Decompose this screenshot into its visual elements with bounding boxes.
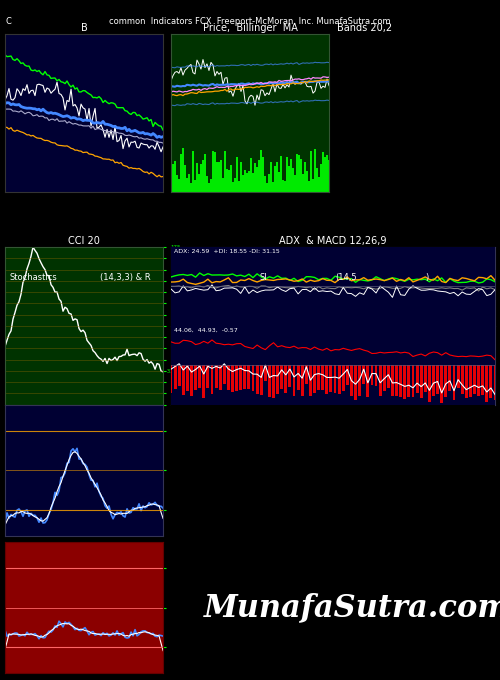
Text: ): ) (425, 273, 428, 282)
Bar (186, 177, 188, 192)
Bar (178, 179, 180, 192)
Bar (312, 179, 314, 192)
Bar (240, 162, 242, 192)
Text: (14,3,3) & R: (14,3,3) & R (100, 273, 150, 282)
Bar (172, 164, 174, 192)
Bar (196, 163, 198, 192)
Bar (184, 165, 186, 192)
Bar (294, 175, 296, 192)
Bar (242, 175, 244, 192)
Bar (314, 150, 316, 192)
Bar (316, 168, 318, 192)
Bar (288, 166, 290, 192)
Bar (234, 178, 236, 192)
Bar (208, 184, 210, 192)
Bar (226, 169, 228, 192)
Text: Bands 20,2: Bands 20,2 (337, 23, 392, 33)
Text: SI: SI (260, 273, 268, 282)
Bar (290, 159, 292, 192)
Bar (192, 151, 194, 192)
Bar (324, 157, 326, 192)
Text: C: C (5, 17, 11, 26)
Text: Stochastics: Stochastics (10, 273, 58, 282)
Bar (286, 158, 288, 192)
Bar (232, 182, 234, 192)
Bar (236, 157, 238, 192)
Bar (244, 170, 246, 192)
Bar (278, 172, 280, 192)
Bar (302, 174, 304, 192)
Bar (282, 180, 284, 192)
Bar (214, 152, 216, 192)
Bar (262, 157, 264, 192)
Bar (216, 163, 218, 192)
Bar (322, 152, 324, 192)
Text: common  Indicators FCX  Freeport-McMoran, Inc. MunafaSutra.com: common Indicators FCX Freeport-McMoran, … (109, 17, 391, 26)
Bar (250, 158, 252, 192)
Bar (200, 164, 202, 192)
Bar (210, 179, 212, 192)
Bar (306, 171, 308, 192)
Bar (218, 162, 220, 192)
Bar (230, 165, 232, 192)
Bar (246, 173, 248, 192)
Bar (256, 167, 258, 192)
Bar (198, 174, 200, 192)
Bar (274, 166, 276, 192)
Text: (14,5: (14,5 (335, 273, 356, 282)
Bar (280, 156, 282, 192)
Bar (182, 148, 184, 192)
Bar (258, 160, 260, 192)
Bar (304, 163, 306, 192)
Bar (292, 168, 294, 192)
Text: MunafaSutra.com: MunafaSutra.com (204, 592, 500, 624)
Bar (296, 154, 298, 192)
Bar (272, 182, 274, 192)
Bar (238, 181, 240, 192)
Bar (320, 164, 322, 192)
Bar (268, 174, 270, 192)
Bar (254, 163, 256, 192)
Bar (248, 171, 250, 192)
Title: CCI 20: CCI 20 (68, 236, 100, 246)
Bar (204, 154, 206, 192)
Bar (212, 151, 214, 192)
Title: B: B (80, 23, 87, 33)
Bar (188, 174, 190, 192)
Bar (176, 175, 178, 192)
Bar (310, 150, 312, 192)
Bar (264, 176, 266, 192)
Bar (270, 163, 272, 192)
Bar (202, 160, 204, 192)
Bar (326, 154, 328, 192)
Bar (298, 155, 300, 192)
Bar (222, 177, 224, 192)
Title: ADX  & MACD 12,26,9: ADX & MACD 12,26,9 (279, 236, 386, 246)
Bar (284, 181, 286, 192)
Bar (180, 154, 182, 192)
Bar (206, 176, 208, 192)
Bar (308, 181, 310, 192)
Bar (276, 163, 278, 192)
Bar (228, 170, 230, 192)
Bar (194, 180, 196, 192)
Bar (300, 158, 302, 192)
Title: Price,  Billinger  MA: Price, Billinger MA (202, 23, 298, 33)
Bar (174, 161, 176, 192)
Bar (190, 183, 192, 192)
Bar (266, 183, 268, 192)
Bar (328, 160, 330, 192)
Text: -33: -33 (163, 369, 174, 374)
Bar (318, 177, 320, 192)
Bar (252, 173, 254, 192)
Bar (224, 151, 226, 192)
Bar (220, 160, 222, 192)
Bar (170, 174, 172, 192)
Bar (260, 150, 262, 192)
